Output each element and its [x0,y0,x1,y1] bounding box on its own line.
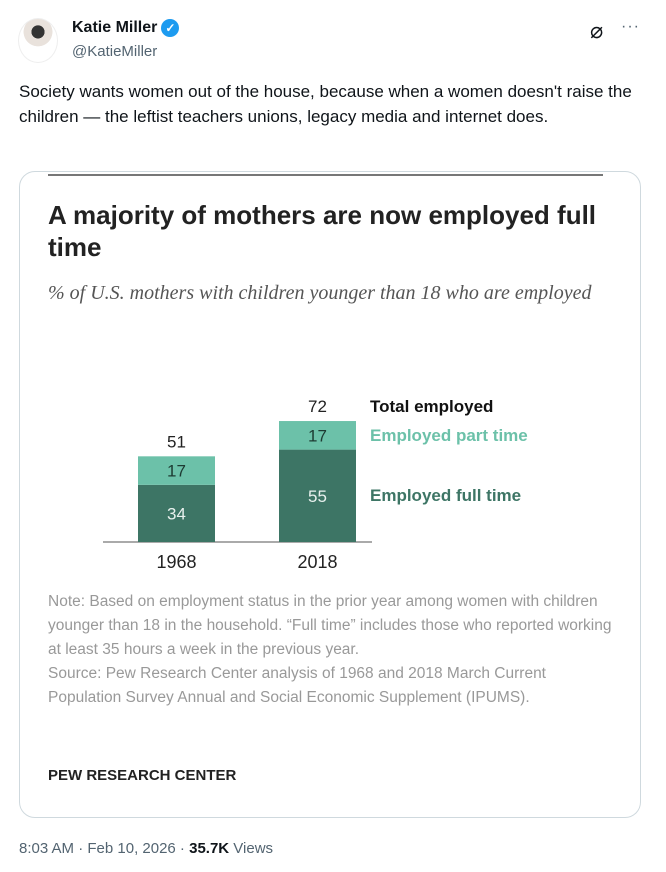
views-label: Views [229,840,274,857]
tweet-footer: 8:03 AM · Feb 10, 2026 · 35.7K Views [19,840,273,857]
timestamp[interactable]: 8:03 AM · Feb 10, 2026 · [19,840,190,857]
avatar[interactable] [18,18,58,63]
total-label: 51 [167,432,186,451]
chart-subtitle: % of U.S. mothers with children younger … [48,282,592,304]
legend-part: Employed part time [370,426,528,445]
x-tick-label: 1968 [156,552,196,572]
tweet-text: Society wants women out of the house, be… [19,82,632,126]
chart-title: A majority of mothers are now employed f… [48,200,597,262]
total-label: 72 [308,397,327,416]
bar-part-1968 [138,456,215,485]
chart: 34 17 51 1968 55 17 72 2018 Total employed Employ… [103,397,528,572]
divider [48,174,603,176]
bar-label: 34 [167,504,186,523]
note-text: Note: Based on employment status in the … [48,593,612,658]
legend-total: Total employed [370,397,493,416]
bar-label: 17 [167,462,186,481]
x-tick-label: 2018 [297,552,337,572]
author-handle[interactable]: @KatieMiller [72,43,158,60]
bar-part-2018 [279,421,356,450]
tweet-image[interactable]: A majority of mothers are now employed f… [19,171,641,818]
author-name[interactable]: Katie Miller ✓ [72,19,180,37]
views-count: 35.7K [189,840,230,857]
verified-badge-icon: ✓ [161,19,180,37]
bar-label: 17 [308,426,327,445]
source-text: Source: Pew Research Center analysis of … [48,665,546,706]
more-icon[interactable]: ··· [621,18,640,35]
bar-label: 55 [308,487,327,506]
chart-note: Note: Based on employment status in the … [48,590,618,710]
grok-icon[interactable]: ⌀ [590,18,604,43]
bar-full-2018 [279,449,356,542]
legend-full: Employed full time [370,486,521,505]
bar-full-1968 [138,484,215,542]
chart-credit: PEW RESEARCH CENTER [48,767,237,784]
